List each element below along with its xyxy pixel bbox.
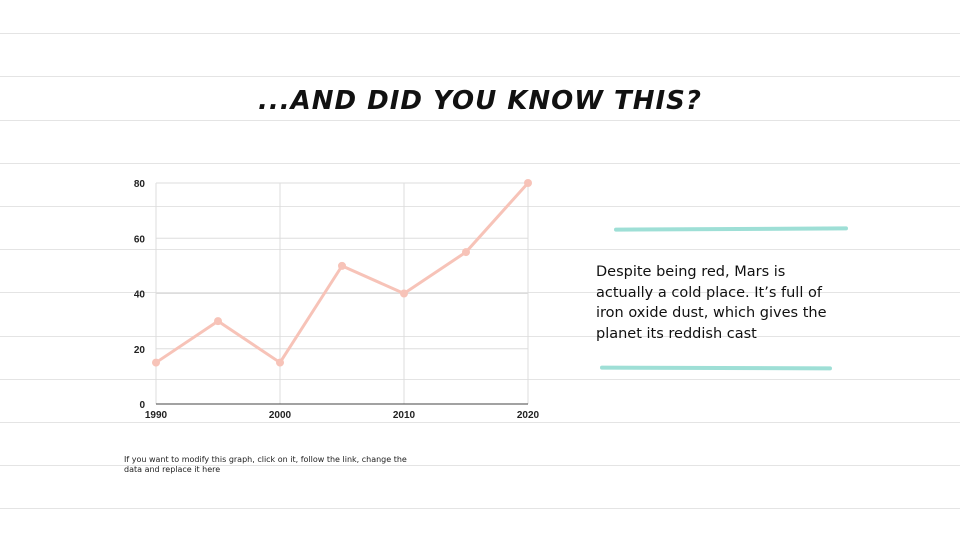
y-tick-label: 0 (139, 400, 145, 411)
x-tick-label: 2020 (517, 410, 540, 421)
y-tick-label: 80 (134, 179, 146, 190)
data-point (338, 261, 346, 270)
y-tick-label: 60 (134, 234, 146, 245)
body-text: Despite being red, Mars is actually a co… (596, 264, 827, 342)
x-tick-label: 2010 (393, 410, 416, 421)
ruled-line (0, 76, 960, 77)
data-point (152, 358, 160, 367)
data-point (400, 289, 408, 298)
data-point (276, 358, 284, 367)
ruled-line (0, 422, 960, 423)
series-line (155, 181, 530, 365)
ruled-line (0, 465, 960, 466)
edit-graph-note: If you want to modify this graph, click … (124, 455, 407, 474)
ruled-line (0, 163, 960, 164)
brush-stroke-bottom (599, 365, 833, 371)
x-tick-label: 1990 (145, 410, 168, 421)
ruled-line (0, 508, 960, 509)
ruled-line (0, 379, 960, 380)
data-point (524, 179, 532, 187)
slide-title: ...and did you know this? (258, 86, 702, 116)
ruled-line (0, 206, 960, 207)
ruled-line (0, 336, 960, 337)
ruled-line (0, 120, 960, 121)
data-point (214, 317, 222, 326)
data-point (462, 248, 470, 257)
ruled-line (0, 33, 960, 34)
brush-stroke-top (613, 226, 849, 232)
x-tick-label: 2000 (269, 410, 292, 421)
ruled-line (0, 292, 960, 293)
y-tick-label: 40 (134, 290, 146, 301)
y-tick-label: 20 (134, 345, 146, 356)
ruled-line (0, 249, 960, 250)
line-chart[interactable]: 0 20 40 60 80 1990 2000 2010 2020 (120, 170, 550, 425)
